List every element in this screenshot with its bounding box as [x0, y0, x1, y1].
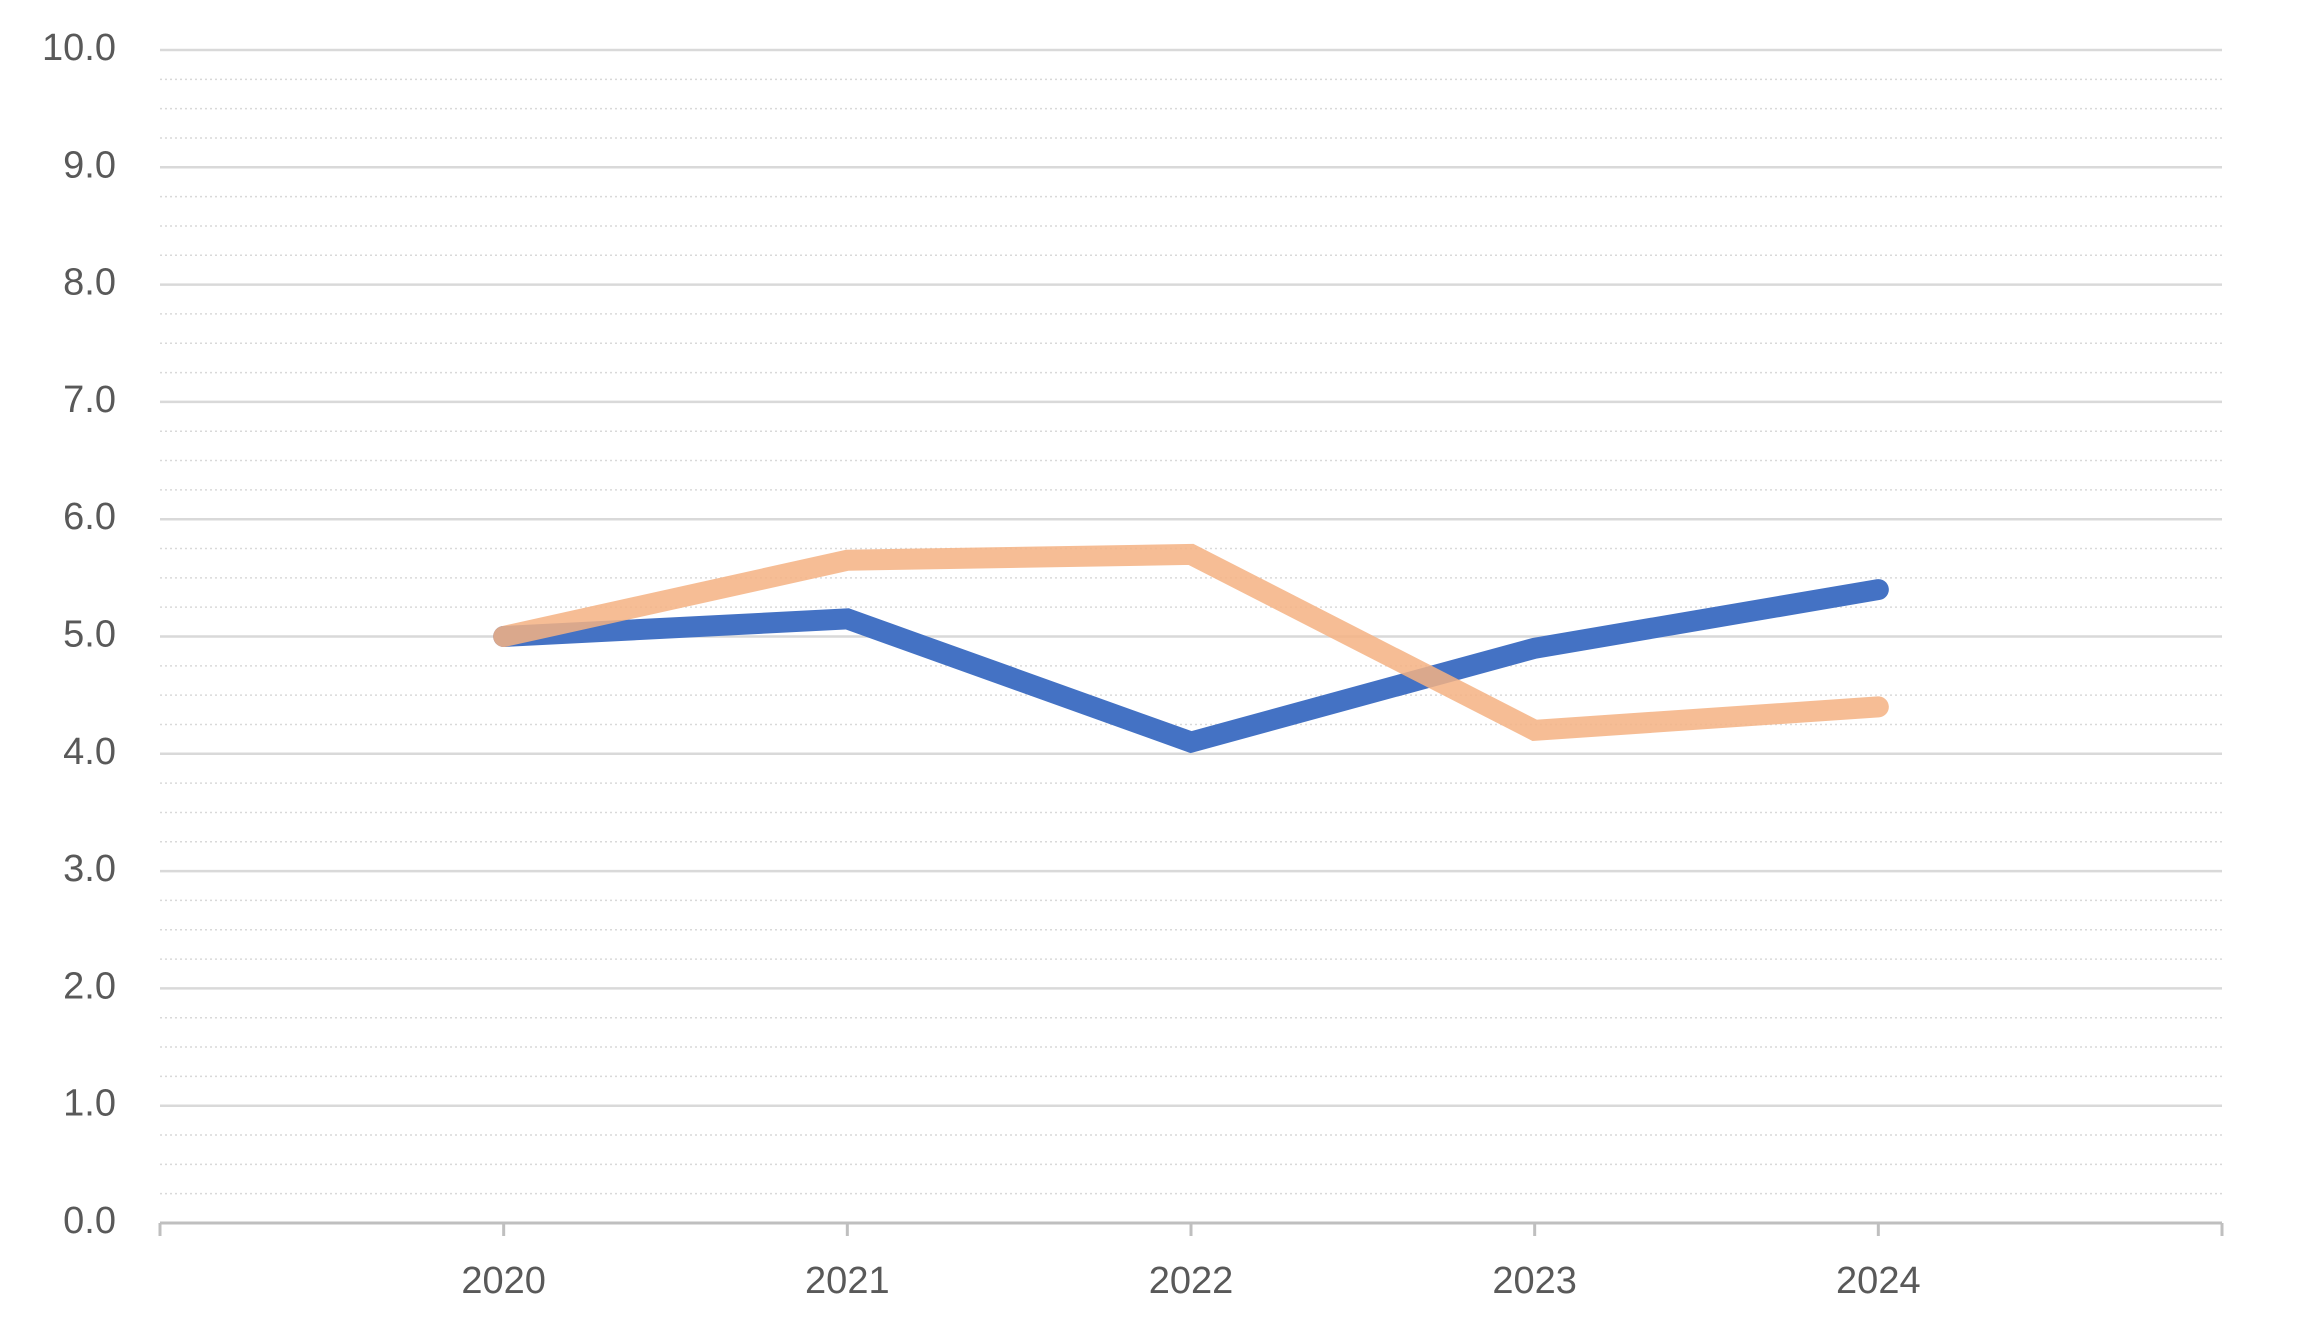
x-tick-label: 2024	[1836, 1260, 1921, 1302]
y-tick-label: 9.0	[63, 144, 116, 186]
y-tick-label: 8.0	[63, 262, 116, 304]
x-tick-label: 2023	[1492, 1260, 1577, 1302]
y-tick-label: 2.0	[63, 965, 116, 1007]
y-tick-label: 10.0	[42, 27, 116, 69]
y-tick-label: 7.0	[63, 379, 116, 421]
y-tick-label: 0.0	[63, 1200, 116, 1242]
y-tick-label: 1.0	[63, 1083, 116, 1125]
x-tick-label: 2022	[1149, 1260, 1234, 1302]
x-tick-label: 2020	[461, 1260, 546, 1302]
y-tick-label: 6.0	[63, 496, 116, 538]
series-line	[493, 543, 1889, 742]
y-tick-label: 5.0	[63, 614, 116, 656]
y-tick-label: 3.0	[63, 848, 116, 890]
x-tick-label: 2021	[805, 1260, 890, 1302]
y-tick-label: 4.0	[63, 731, 116, 773]
series-line	[493, 579, 1889, 754]
